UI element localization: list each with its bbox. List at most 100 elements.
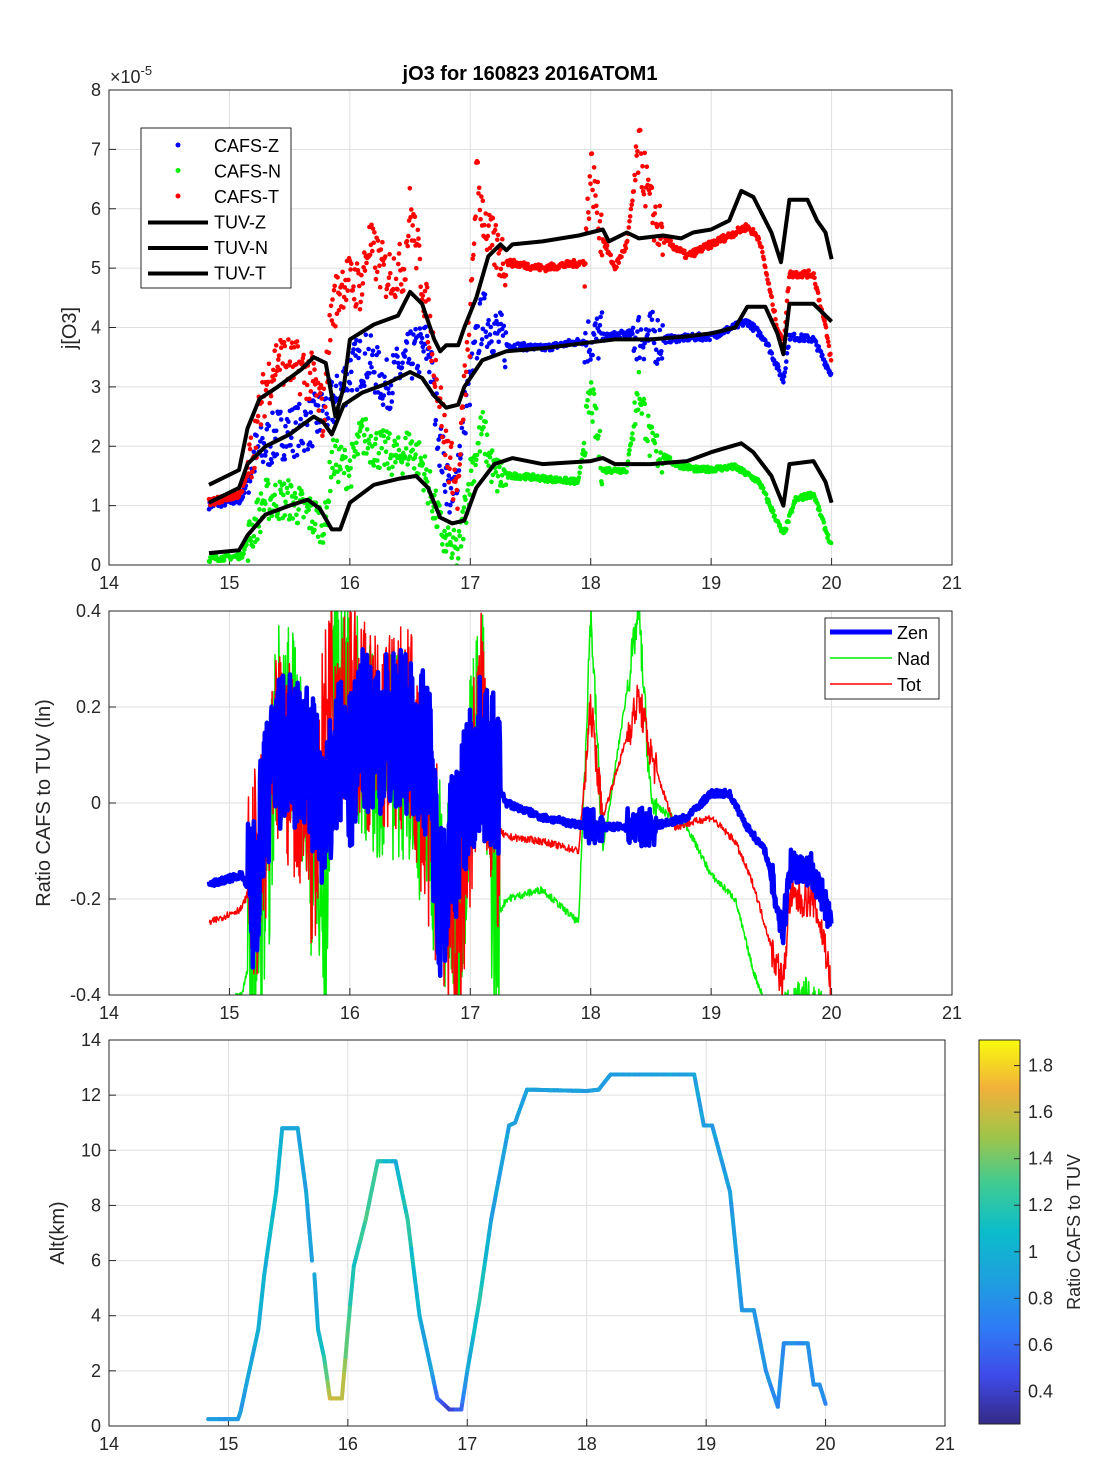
legend-label: TUV-Z [214, 213, 266, 233]
data-point [478, 216, 483, 222]
data-point [331, 287, 337, 293]
data-point [464, 339, 470, 345]
data-point [707, 337, 712, 343]
data-point [420, 293, 426, 298]
data-point [479, 341, 484, 347]
data-point [247, 519, 252, 524]
data-point [650, 309, 655, 315]
data-point [667, 455, 673, 460]
data-point [410, 223, 416, 228]
data-point [501, 323, 507, 329]
data-point [452, 467, 457, 473]
data-point [338, 467, 343, 472]
data-point [258, 422, 264, 427]
data-point [435, 445, 441, 451]
data-point [422, 288, 428, 294]
altitude-segment [274, 1177, 280, 1194]
data-point [398, 282, 404, 287]
data-point [802, 338, 807, 344]
data-point [383, 439, 388, 445]
data-point [659, 470, 665, 475]
data-point [578, 464, 583, 470]
data-point [385, 282, 391, 288]
data-point [642, 150, 647, 156]
data-point [646, 328, 652, 333]
data-point [320, 540, 326, 545]
axes-box [108, 610, 953, 996]
data-point [297, 401, 302, 407]
data-point [404, 238, 410, 244]
data-point [583, 450, 588, 456]
data-point [444, 501, 450, 507]
data-point [589, 410, 595, 416]
data-point [438, 385, 444, 390]
data-point [240, 494, 246, 500]
altitude-segment [313, 1290, 319, 1314]
data-point [499, 312, 504, 318]
data-point [263, 449, 269, 454]
data-point [349, 484, 354, 489]
data-point [354, 261, 360, 266]
data-point [436, 437, 442, 442]
data-point [380, 239, 385, 245]
data-point [396, 251, 402, 256]
data-point [343, 297, 349, 303]
data-point [247, 442, 252, 447]
y-tick-label: 10 [81, 1140, 101, 1160]
data-point [769, 294, 775, 300]
data-point [319, 396, 325, 401]
data-point [385, 386, 391, 392]
data-point [293, 495, 299, 501]
data-point [581, 440, 587, 446]
data-point [400, 360, 405, 366]
data-point [328, 337, 333, 343]
altitude-segment [306, 1217, 312, 1235]
data-point [457, 462, 463, 467]
data-point [312, 527, 317, 533]
data-point [336, 307, 342, 313]
data-point [487, 454, 493, 460]
data-point [482, 222, 487, 228]
data-point [391, 256, 397, 261]
data-point [287, 513, 293, 518]
data-point [375, 269, 380, 275]
data-point [413, 326, 418, 332]
data-point [292, 490, 298, 496]
data-point [588, 357, 593, 362]
data-point [813, 339, 819, 344]
data-point [315, 534, 321, 540]
data-point [295, 344, 301, 349]
data-point [345, 485, 351, 491]
data-point [659, 356, 665, 361]
data-point [455, 506, 460, 512]
data-point [474, 457, 479, 463]
data-point [372, 230, 377, 235]
data-point [325, 416, 331, 421]
data-point [348, 267, 353, 272]
data-point [475, 324, 481, 329]
data-point [267, 400, 273, 406]
data-point [429, 509, 435, 514]
data-point [636, 369, 642, 375]
data-point [761, 256, 767, 262]
data-point [255, 413, 261, 419]
data-point [282, 513, 288, 518]
data-point [786, 344, 791, 350]
data-point [489, 479, 494, 485]
data-point [476, 185, 482, 191]
data-point [597, 428, 603, 434]
data-point [347, 380, 353, 386]
data-point [398, 453, 403, 459]
data-point [596, 235, 602, 241]
data-point [654, 433, 660, 438]
data-point [647, 453, 652, 459]
data-point [302, 448, 307, 453]
data-point [296, 507, 301, 512]
data-point [597, 219, 603, 224]
data-point [458, 544, 464, 549]
altitude-segment [343, 1341, 349, 1360]
data-point [483, 329, 489, 335]
data-point [576, 475, 582, 480]
data-point [587, 174, 593, 179]
data-point [258, 491, 264, 496]
